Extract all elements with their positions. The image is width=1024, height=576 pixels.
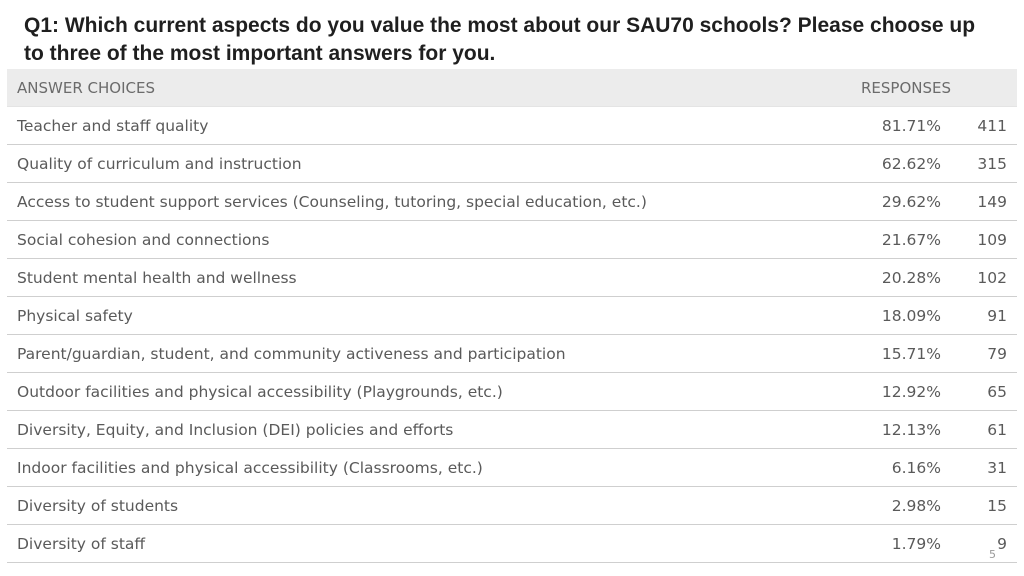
answer-label: Diversity, Equity, and Inclusion (DEI) p… — [17, 420, 454, 439]
response-count: 102 — [977, 268, 1007, 287]
response-count: 9 — [997, 534, 1007, 553]
response-percent: 21.67% — [881, 230, 941, 249]
response-percent: 6.16% — [891, 458, 941, 477]
responses-header: RESPONSES — [860, 78, 951, 97]
table-row: Access to student support services (Coun… — [7, 183, 1017, 221]
answer-label: Physical safety — [17, 306, 133, 325]
response-percent: 18.09% — [881, 306, 941, 325]
response-percent: 62.62% — [881, 154, 941, 173]
response-percent: 12.92% — [881, 382, 941, 401]
table-row: Social cohesion and connections 21.67% 109 — [7, 221, 1017, 259]
response-count: 65 — [987, 382, 1007, 401]
table-body: Teacher and staff quality 81.71% 411 Qualit… — [7, 107, 1017, 563]
response-percent: 29.62% — [881, 192, 941, 211]
table-row: Teacher and staff quality 81.71% 411 — [7, 107, 1017, 145]
table-row: Diversity, Equity, and Inclusion (DEI) p… — [7, 411, 1017, 449]
answer-label: Indoor facilities and physical accessibi… — [17, 458, 483, 477]
response-percent: 12.13% — [881, 420, 941, 439]
table-row: Indoor facilities and physical accessibi… — [7, 449, 1017, 487]
response-percent: 81.71% — [881, 116, 941, 135]
response-percent: 2.98% — [891, 496, 941, 515]
response-count: 91 — [987, 306, 1007, 325]
response-count: 31 — [987, 458, 1007, 477]
answer-label: Teacher and staff quality — [17, 116, 209, 135]
page-number: 5 — [989, 548, 996, 561]
answer-label: Student mental health and wellness — [17, 268, 297, 287]
answer-label: Access to student support services (Coun… — [17, 192, 647, 211]
response-count: 15 — [987, 496, 1007, 515]
response-count: 109 — [977, 230, 1007, 249]
response-percent: 20.28% — [881, 268, 941, 287]
response-count: 79 — [987, 344, 1007, 363]
answer-label: Social cohesion and connections — [17, 230, 270, 249]
response-percent: 15.71% — [881, 344, 941, 363]
response-count: 61 — [987, 420, 1007, 439]
answer-choices-header: ANSWER CHOICES — [17, 78, 155, 97]
answer-label: Parent/guardian, student, and community … — [17, 344, 566, 363]
table-row: Quality of curriculum and instruction 62.… — [7, 145, 1017, 183]
table-header: ANSWER CHOICES RESPONSES — [7, 69, 1017, 107]
response-percent: 1.79% — [891, 534, 941, 553]
table-row: Student mental health and wellness 20.28%… — [7, 259, 1017, 297]
answer-label: Outdoor facilities and physical accessib… — [17, 382, 503, 401]
responses-table: ANSWER CHOICES RESPONSES Teacher and sta… — [7, 69, 1017, 563]
answer-label: Diversity of staff — [17, 534, 146, 553]
table-row: Diversity of staff 1.79% 9 — [7, 525, 1017, 563]
answer-label: Quality of curriculum and instruction — [17, 154, 302, 173]
question-title: Q1: Which current aspects do you value t… — [24, 14, 976, 65]
response-count: 411 — [977, 116, 1007, 135]
response-count: 315 — [977, 154, 1007, 173]
table-row: Parent/guardian, student, and community … — [7, 335, 1017, 373]
table-row: Physical safety 18.09% 91 — [7, 297, 1017, 335]
answer-label: Diversity of students — [17, 496, 179, 515]
response-count: 149 — [977, 192, 1007, 211]
table-row: Outdoor facilities and physical accessib… — [7, 373, 1017, 411]
table-row: Diversity of students 2.98% 15 — [7, 487, 1017, 525]
